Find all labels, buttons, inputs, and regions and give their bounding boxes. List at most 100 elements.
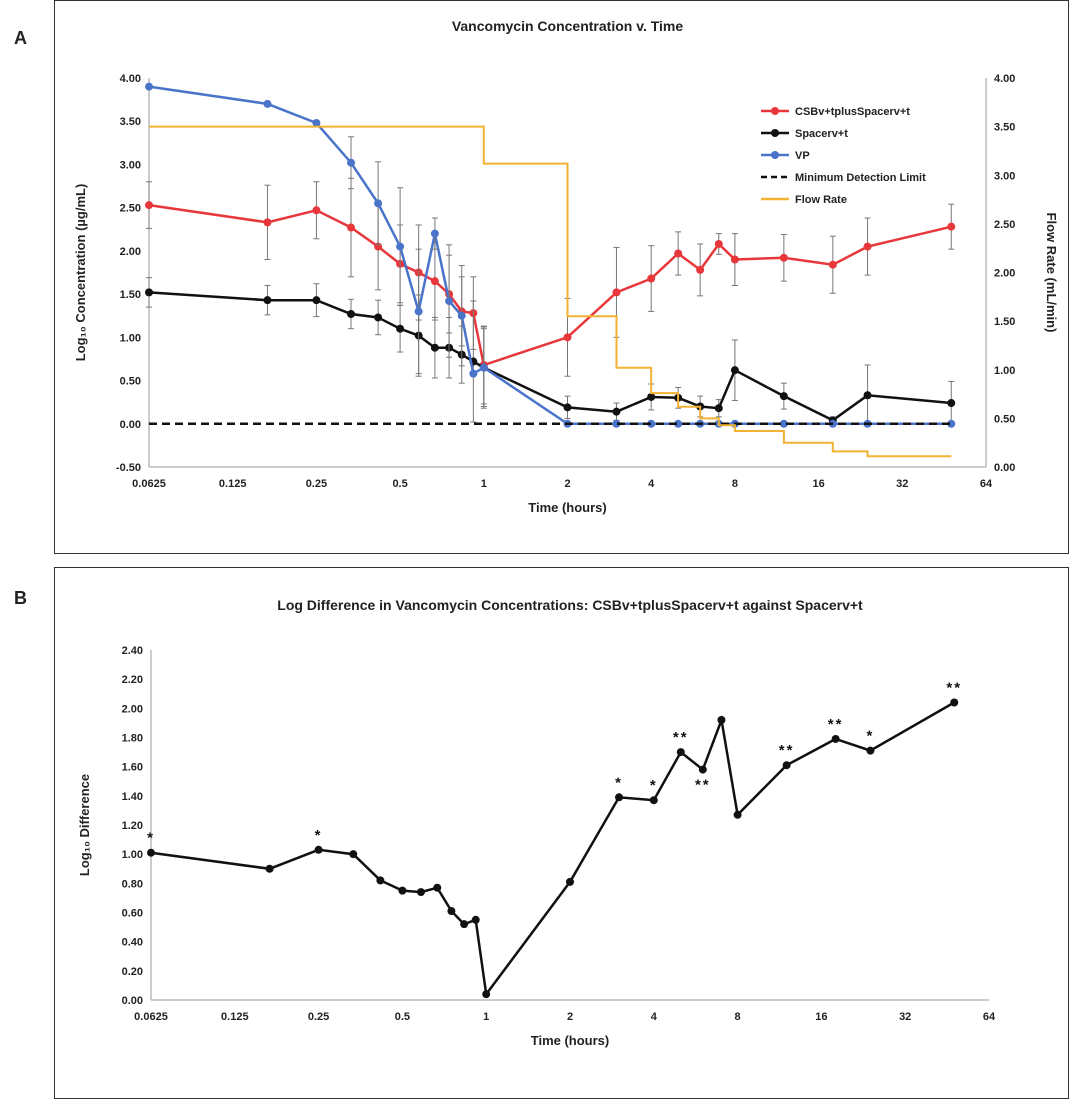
data-point-csbv-tplusspacerv-t <box>263 218 272 227</box>
y2-tick-label: 0.00 <box>994 462 1015 474</box>
data-point-series-0 <box>566 877 574 886</box>
data-point-vp <box>469 369 478 378</box>
chart-b: Log Difference in Vancomycin Concentrati… <box>77 597 996 1048</box>
x-tick-label: 2 <box>564 478 570 490</box>
y-tick-label: 1.00 <box>122 849 143 861</box>
data-point-vp <box>647 419 656 428</box>
data-point-csbv-tplusspacerv-t <box>347 223 356 232</box>
y-tick-label: 0.40 <box>122 937 143 949</box>
data-point-series-0 <box>482 990 491 999</box>
series-line-flow-rate <box>149 125 952 458</box>
data-point-vp <box>263 99 272 108</box>
panel-a-letter: A <box>14 28 27 48</box>
data-point-series-0 <box>433 883 442 892</box>
data-point-spacerv-t <box>647 392 656 401</box>
legend-label: Flow Rate <box>795 194 847 206</box>
data-point-vp <box>430 229 439 238</box>
legend-label: Minimum Detection Limit <box>795 172 926 184</box>
x-tick-label: 0.25 <box>306 478 327 490</box>
significance-marker: * <box>866 728 874 745</box>
data-point-spacerv-t <box>730 366 739 375</box>
data-point-series-0 <box>782 761 791 770</box>
data-point-csbv-tplusspacerv-t <box>947 222 956 231</box>
x-tick-label: 1 <box>481 478 487 490</box>
y2-tick-label: 3.50 <box>994 122 1015 134</box>
x-tick-label: 4 <box>648 478 655 490</box>
data-point-series-0 <box>447 907 456 916</box>
x-tick-label: 4 <box>651 1011 658 1023</box>
data-point-series-0 <box>950 698 959 707</box>
data-point-csbv-tplusspacerv-t <box>145 201 153 210</box>
x-tick-label: 64 <box>980 478 993 490</box>
data-point-vp <box>779 419 788 428</box>
data-point-series-0 <box>147 848 155 857</box>
legend-label: VP <box>795 150 810 162</box>
y-tick-label: 0.20 <box>122 966 143 978</box>
y-tick-label: 1.60 <box>122 762 143 774</box>
data-point-csbv-tplusspacerv-t <box>674 249 683 258</box>
data-point-csbv-tplusspacerv-t <box>714 239 723 248</box>
x-tick-label: 1 <box>483 1011 489 1023</box>
y-tick-label: 0.00 <box>122 995 143 1007</box>
data-point-vp <box>145 82 153 91</box>
data-point-spacerv-t <box>374 313 383 322</box>
x-tick-label: 8 <box>732 478 738 490</box>
data-point-vp <box>414 307 423 316</box>
y2-tick-label: 0.50 <box>994 413 1015 425</box>
series-spacerv-t <box>145 277 956 427</box>
x-axis-label: Time (hours) <box>531 1033 610 1048</box>
significance-marker: ** <box>673 729 689 746</box>
panel-a: Vancomycin Concentration v. Time -0.50 0.0… <box>54 0 1069 554</box>
y-tick-label: 3.50 <box>120 116 141 128</box>
chart-title: Vancomycin Concentration v. Time <box>452 18 684 34</box>
data-point-series-0 <box>717 716 726 724</box>
y-tick-label: 2.00 <box>122 703 143 715</box>
data-point-vp <box>612 419 621 428</box>
y-tick-label: -0.50 <box>116 462 141 474</box>
data-point-spacerv-t <box>612 407 621 416</box>
data-point-csbv-tplusspacerv-t <box>312 206 321 215</box>
x-tick-label: 64 <box>983 1011 996 1023</box>
data-point-vp <box>374 199 383 208</box>
x-tick-label: 0.0625 <box>132 478 166 490</box>
data-point-spacerv-t <box>714 404 723 413</box>
data-point-vp <box>674 419 683 428</box>
series-csbv-tplusspacerv-t <box>145 177 956 405</box>
data-point-series-0 <box>349 850 358 859</box>
data-point-series-0 <box>649 796 658 805</box>
y-tick-label: 0.60 <box>122 908 143 920</box>
y-tick-label: 4.00 <box>120 73 141 85</box>
data-point-series-0 <box>615 793 624 802</box>
data-point-csbv-tplusspacerv-t <box>696 265 705 274</box>
y2-tick-label: 2.50 <box>994 219 1015 231</box>
data-point-spacerv-t <box>779 392 788 401</box>
data-point-spacerv-t <box>347 309 356 318</box>
data-point-spacerv-t <box>312 296 321 305</box>
y-tick-label: 0.50 <box>120 376 141 388</box>
data-point-spacerv-t <box>430 343 439 352</box>
x-tick-label: 2 <box>567 1011 573 1023</box>
data-point-vp <box>457 311 466 320</box>
data-point-spacerv-t <box>947 399 956 408</box>
data-point-spacerv-t <box>145 288 153 297</box>
x-tick-label: 0.125 <box>219 478 247 490</box>
data-point-vp <box>445 297 454 306</box>
significance-marker: * <box>615 774 623 791</box>
data-point-vp <box>947 419 956 428</box>
data-point-series-0 <box>416 888 425 897</box>
data-point-csbv-tplusspacerv-t <box>828 260 837 269</box>
y-axis-label: Log₁₀ Concentration (µg/mL) <box>73 184 88 362</box>
data-point-csbv-tplusspacerv-t <box>779 253 788 262</box>
series-line-spacerv-t <box>148 291 952 422</box>
legend-label: Spacerv+t <box>795 128 848 140</box>
significance-marker: * <box>650 777 658 794</box>
x-tick-label: 0.125 <box>221 1011 249 1023</box>
data-point-csbv-tplusspacerv-t <box>612 288 621 297</box>
data-point-spacerv-t <box>863 391 872 400</box>
data-point-series-0 <box>314 845 323 854</box>
data-point-vp <box>396 242 405 251</box>
data-point-vp <box>347 158 356 167</box>
x-tick-label: 0.5 <box>392 478 407 490</box>
x-tick-label: 16 <box>815 1011 827 1023</box>
data-point-spacerv-t <box>263 296 272 305</box>
